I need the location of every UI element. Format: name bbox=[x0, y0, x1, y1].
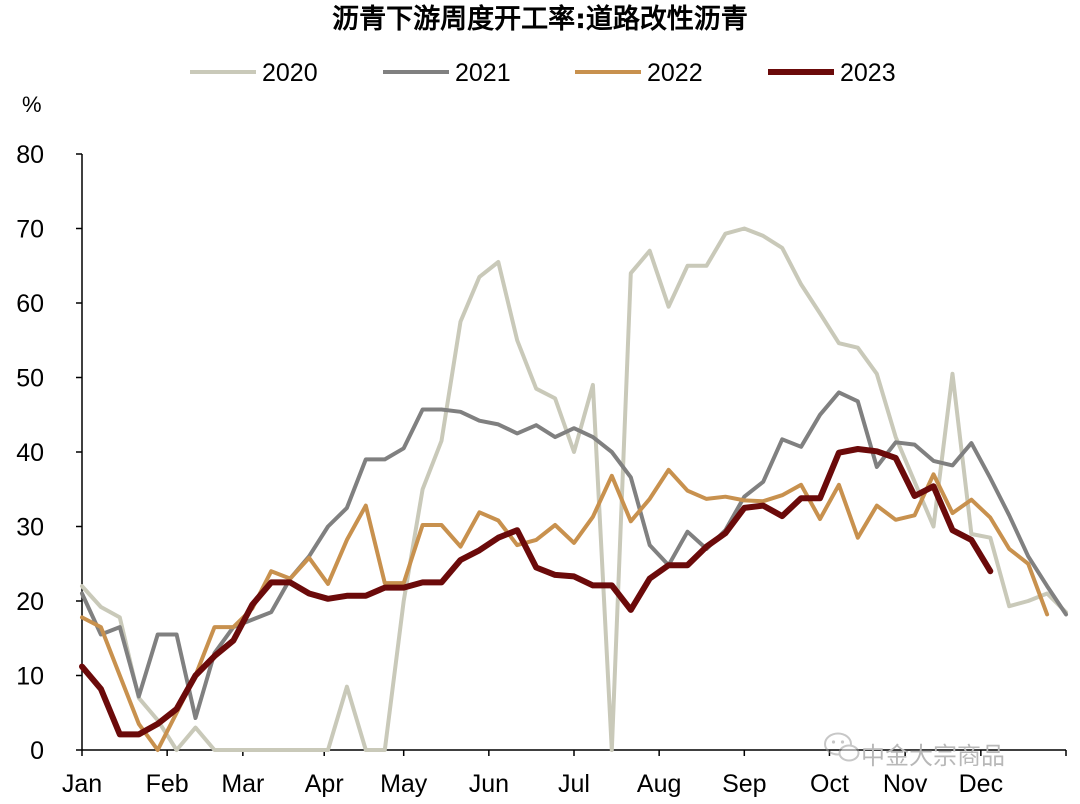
series-line-2023 bbox=[79, 446, 994, 738]
x-tick-label: Jan bbox=[62, 770, 102, 798]
x-tick-label: Aug bbox=[637, 770, 681, 798]
y-tick-label: 30 bbox=[16, 514, 44, 542]
y-tick-label: 60 bbox=[16, 290, 44, 318]
series-line-2022 bbox=[80, 467, 1050, 752]
legend-label-2020: 2020 bbox=[262, 59, 318, 87]
y-tick-label: 70 bbox=[16, 216, 44, 244]
legend-label-2023: 2023 bbox=[840, 59, 896, 87]
y-tick-label: 0 bbox=[30, 737, 44, 765]
x-tick-label: Dec bbox=[959, 770, 1003, 798]
x-tick-label: Jul bbox=[558, 770, 590, 798]
x-tick-label: Sep bbox=[722, 770, 766, 798]
series-layer bbox=[79, 226, 1068, 752]
y-tick-label: 50 bbox=[16, 365, 44, 393]
y-tick-label: 40 bbox=[16, 439, 44, 467]
x-tick-label: Mar bbox=[221, 770, 264, 798]
y-tick-label: 20 bbox=[16, 588, 44, 616]
x-tick-label: Nov bbox=[883, 770, 928, 798]
x-tick-label: Apr bbox=[305, 770, 344, 798]
y-axis-unit-label: % bbox=[22, 92, 42, 117]
legend-label-2021: 2021 bbox=[455, 59, 511, 87]
x-tick-label: Feb bbox=[146, 770, 189, 798]
y-tick-label: 80 bbox=[16, 141, 44, 169]
legend-label-2022: 2022 bbox=[647, 59, 703, 87]
wechat-icon bbox=[824, 732, 860, 762]
watermark-text: 中金大宗商品 bbox=[861, 742, 1005, 770]
watermark: 中金大宗商品 bbox=[824, 732, 1005, 770]
series-line-2020 bbox=[80, 226, 1068, 752]
chart-title: 沥青下游周度开工率:道路改性沥青 bbox=[332, 3, 748, 35]
x-tick-label: May bbox=[380, 770, 428, 798]
x-tick-label: Jun bbox=[469, 770, 509, 798]
y-tick-label: 10 bbox=[16, 663, 44, 691]
legend: 2020 2021 2022 2023 bbox=[190, 59, 896, 87]
series-line-2021 bbox=[80, 390, 1068, 720]
x-tick-label: Oct bbox=[810, 770, 849, 798]
